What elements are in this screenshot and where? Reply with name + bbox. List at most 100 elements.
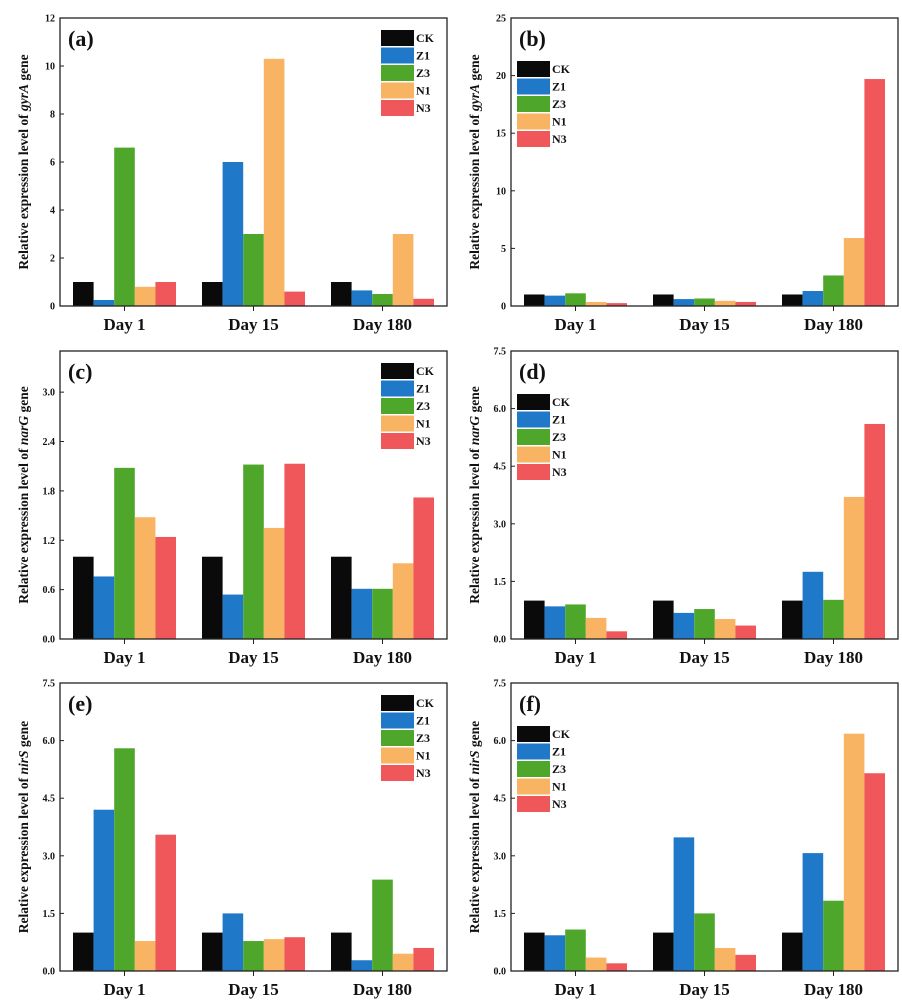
panel-label: (a) [68, 26, 94, 51]
y-tick-label: 8 [50, 110, 55, 121]
y-tick-label: 4 [50, 206, 55, 217]
x-tick-label: Day 180 [804, 315, 863, 334]
y-tick-label: 2.4 [43, 437, 56, 448]
bar-CK-2 [331, 932, 352, 971]
x-tick-label: Day 180 [804, 648, 863, 667]
bar-N3-0 [155, 834, 176, 971]
legend-swatch-N3 [381, 100, 414, 116]
bar-N3-1 [284, 291, 305, 306]
bar-N3-1 [284, 463, 305, 639]
legend-label-N3: N3 [552, 797, 567, 811]
bar-Z1-0 [544, 606, 566, 639]
legend-swatch-Z1 [381, 380, 414, 397]
bar-Z1-0 [544, 295, 566, 306]
x-tick-label: Day 1 [103, 980, 145, 999]
bar-N3-1 [735, 625, 756, 639]
bar-N1-1 [714, 947, 736, 971]
legend-label-Z1: Z1 [416, 49, 430, 63]
y-tick-label: 6.0 [494, 736, 507, 747]
y-axis-label: Relative expression level of narG gene [467, 386, 482, 604]
legend-label-Z3: Z3 [552, 430, 566, 444]
bar-Z3-1 [243, 234, 264, 306]
panel-label: (d) [519, 359, 546, 384]
legend-label-N3: N3 [416, 434, 431, 448]
legend-label-Z1: Z1 [552, 745, 566, 759]
y-axis-label-text: Relative expression level of [467, 445, 482, 604]
legend: CK Z1 Z3 N1 N3 [517, 726, 571, 812]
bar-N1-2 [392, 234, 414, 306]
legend: CK Z1 Z3 N1 N3 [517, 61, 571, 147]
panel-label: (b) [519, 26, 546, 51]
legend-swatch-N1 [517, 446, 550, 463]
legend-label-Z3: Z3 [416, 399, 430, 413]
y-tick-label: 6 [50, 158, 55, 169]
legend-swatch-N1 [381, 415, 414, 432]
bar-N3-2 [413, 298, 434, 306]
panel-label: (c) [68, 359, 92, 384]
bar-N1-0 [585, 957, 607, 971]
y-tick-label: 3.0 [494, 851, 507, 862]
y-tick-label: 7.5 [494, 347, 507, 358]
x-tick-label: Day 1 [554, 315, 596, 334]
bar-N3-0 [606, 631, 627, 639]
legend-label-Z1: Z1 [416, 382, 430, 396]
legend-label-CK: CK [416, 364, 435, 378]
bar-Z1-0 [93, 300, 115, 306]
y-axis-label: Relative expression level of nirS gene [467, 721, 482, 933]
bar-Z3-0 [565, 293, 586, 306]
bar-Z3-1 [243, 941, 264, 971]
y-tick-label: 25 [496, 14, 506, 25]
bar-CK-1 [653, 932, 674, 971]
bar-CK-0 [524, 932, 545, 971]
legend-label-N3: N3 [416, 101, 431, 115]
y-tick-label: 4.5 [494, 794, 507, 805]
gene-name: gyrA [467, 84, 482, 112]
y-axis-label-text: gene [467, 54, 482, 84]
bar-N1-1 [263, 939, 285, 971]
bar-Z1-0 [93, 809, 115, 971]
legend-swatch-N1 [517, 778, 550, 795]
bar-Z1-1 [222, 913, 244, 971]
legend-label-N1: N1 [416, 749, 431, 763]
legend-swatch-N3 [517, 131, 550, 147]
bar-Z3-0 [114, 147, 135, 306]
gene-name: gyrA [16, 84, 31, 112]
bar-Z3-2 [823, 599, 844, 639]
bar-N3-2 [413, 497, 434, 639]
y-axis-label-text: gene [467, 386, 482, 416]
legend-label-CK: CK [552, 62, 571, 76]
bar-CK-2 [331, 282, 352, 306]
bar-Z3-1 [694, 913, 715, 971]
legend-label-Z1: Z1 [416, 714, 430, 728]
bar-Z3-0 [565, 604, 586, 639]
gene-name: narG [467, 416, 482, 446]
bar-CK-2 [782, 932, 803, 971]
y-axis-label: Relative expression level of gyrA gene [16, 54, 31, 269]
legend-swatch-CK [517, 726, 550, 742]
bar-CK-0 [524, 294, 545, 306]
y-tick-label: 3.0 [43, 388, 56, 399]
legend-swatch-N1 [381, 747, 414, 764]
y-axis-label: Relative expression level of gyrA gene [467, 54, 482, 269]
bar-N1-0 [585, 301, 607, 306]
y-tick-label: 6.0 [494, 404, 507, 415]
bar-CK-1 [202, 932, 223, 971]
bar-N1-2 [843, 238, 865, 306]
bar-Z1-1 [222, 594, 244, 639]
legend-label-Z1: Z1 [552, 413, 566, 427]
bar-CK-1 [202, 282, 223, 306]
legend-swatch-Z1 [517, 78, 550, 95]
bar-N3-1 [735, 954, 756, 971]
bar-Z1-1 [673, 299, 695, 306]
y-axis-label: Relative expression level of narG gene [16, 386, 31, 604]
y-tick-label: 0.0 [494, 967, 507, 978]
legend-label-N1: N1 [552, 115, 567, 129]
legend-swatch-N3 [517, 796, 550, 812]
legend-label-N1: N1 [416, 84, 431, 98]
x-tick-label: Day 15 [679, 980, 730, 999]
y-tick-label: 3.0 [43, 851, 56, 862]
bar-N3-1 [284, 937, 305, 971]
chart-panel-b: 0 5 10 15 20 25 Day 1 Day 15 Day 180 Relative exp… [467, 14, 899, 334]
x-tick-label: Day 1 [554, 648, 596, 667]
y-tick-label: 7.5 [494, 679, 507, 690]
